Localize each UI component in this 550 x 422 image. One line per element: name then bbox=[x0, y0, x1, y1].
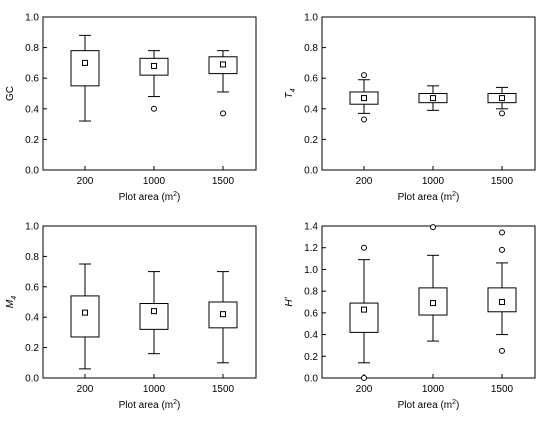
x-tick-label: 1500 bbox=[212, 384, 235, 395]
x-tick-label: 1000 bbox=[422, 176, 445, 187]
y-tick-label: 0.0 bbox=[304, 166, 318, 177]
x-tick-label: 1000 bbox=[422, 384, 445, 395]
mean-marker bbox=[220, 61, 226, 68]
y-tick-label: 0.6 bbox=[304, 74, 318, 85]
y-tick-label: 0.8 bbox=[25, 43, 39, 54]
x-axis-label-main: Plot area (m bbox=[398, 192, 452, 203]
y-tick-label: 1.0 bbox=[25, 13, 39, 24]
outlier-point bbox=[499, 347, 505, 354]
mean-marker bbox=[151, 308, 157, 315]
y-tick-label: 0.4 bbox=[304, 330, 318, 341]
mean-marker bbox=[151, 62, 157, 69]
x-tick-label: 200 bbox=[356, 176, 373, 187]
outlier-point bbox=[499, 246, 505, 253]
outlier-point bbox=[361, 375, 367, 381]
mean-marker bbox=[361, 95, 367, 102]
x-tick-label: 1500 bbox=[491, 176, 514, 187]
outlier-point bbox=[361, 244, 367, 251]
y-tick-label: 1.0 bbox=[304, 13, 318, 24]
x-tick-label: 200 bbox=[77, 176, 94, 187]
y-tick-label: 0.4 bbox=[25, 313, 39, 324]
mean-marker bbox=[82, 59, 88, 66]
outlier-point bbox=[499, 110, 505, 117]
y-axis-label-main: M bbox=[5, 299, 16, 308]
box-200 bbox=[70, 50, 100, 87]
x-axis-label-sup: 2 bbox=[173, 191, 177, 198]
plot-frame bbox=[42, 16, 257, 171]
x-tick-label: 1000 bbox=[143, 384, 166, 395]
mean-marker bbox=[499, 299, 505, 305]
y-tick-label: 0.2 bbox=[25, 343, 39, 354]
x-axis-label-main: Plot area (m bbox=[119, 400, 173, 411]
y-tick-label: 0.0 bbox=[25, 374, 39, 385]
x-tick-label: 1500 bbox=[212, 176, 235, 187]
x-axis-label: Plot area (m2) bbox=[119, 399, 181, 411]
y-axis-label-sub: 4 bbox=[11, 296, 18, 300]
y-tick-label: 0.0 bbox=[25, 166, 39, 177]
x-tick-label: 1000 bbox=[143, 176, 166, 187]
y-tick-label: 0.4 bbox=[25, 104, 39, 115]
x-tick-label: 200 bbox=[77, 384, 94, 395]
outlier-point bbox=[151, 105, 157, 112]
y-tick-label: 1.4 bbox=[304, 222, 318, 233]
outlier-point bbox=[220, 110, 226, 117]
y-axis-label-sub: 4 bbox=[290, 88, 297, 92]
mean-marker bbox=[499, 95, 505, 102]
x-axis-label: Plot area (m2) bbox=[119, 191, 181, 203]
y-tick-label: 0.6 bbox=[25, 282, 39, 293]
mean-marker bbox=[430, 95, 436, 102]
y-tick-label: 0.2 bbox=[25, 135, 39, 146]
y-axis-label-main: H' bbox=[284, 296, 295, 306]
y-tick-label: 0.8 bbox=[25, 252, 39, 263]
y-axis-label-main: T bbox=[284, 92, 295, 99]
chart-panel-2: 0.0 0.2 0.4 0.6 0.8 1.0 200 1000 1500 Plot area (… bbox=[284, 13, 536, 203]
y-tick-label: 1.0 bbox=[25, 222, 39, 233]
box-1000 bbox=[139, 303, 169, 330]
y-axis-label: H' bbox=[284, 296, 295, 306]
mean-marker bbox=[82, 309, 88, 316]
y-tick-label: 0.2 bbox=[304, 135, 318, 146]
y-axis-label: M4 bbox=[5, 296, 18, 308]
box-200 bbox=[70, 295, 100, 338]
mean-marker bbox=[361, 306, 367, 313]
y-tick-label: 0.6 bbox=[25, 74, 39, 85]
outlier-point bbox=[430, 224, 436, 231]
y-tick-label: 0.0 bbox=[304, 374, 318, 385]
y-tick-label: 1.0 bbox=[304, 265, 318, 276]
y-tick-label: 1.2 bbox=[304, 243, 318, 254]
x-axis-label-main: Plot area (m bbox=[119, 192, 173, 203]
outlier-point bbox=[361, 72, 367, 79]
outlier-point bbox=[499, 229, 505, 236]
x-axis-label: Plot area (m2) bbox=[398, 399, 460, 411]
chart-panel-3: 0.0 0.2 0.4 0.6 0.8 1.0 200 1000 1500 Plot area (… bbox=[5, 222, 257, 411]
y-tick-label: 0.2 bbox=[304, 352, 318, 363]
x-tick-label: 200 bbox=[356, 384, 373, 395]
x-axis-label-sup: 2 bbox=[173, 399, 177, 406]
y-axis-label: T4 bbox=[284, 88, 297, 98]
x-axis-label-main: Plot area (m bbox=[398, 400, 452, 411]
y-tick-label: 0.8 bbox=[304, 287, 318, 298]
x-axis-label-tail: ) bbox=[177, 400, 180, 411]
y-axis-label-main: GC bbox=[5, 86, 16, 101]
x-axis-label-sup: 2 bbox=[452, 399, 456, 406]
y-axis-label: GC bbox=[5, 86, 16, 101]
y-tick-label: 0.4 bbox=[304, 104, 318, 115]
x-tick-label: 1500 bbox=[491, 384, 514, 395]
y-tick-label: 0.6 bbox=[304, 308, 318, 319]
x-axis-label-sup: 2 bbox=[452, 191, 456, 198]
y-tick-label: 0.8 bbox=[304, 43, 318, 54]
x-axis-label-tail: ) bbox=[456, 192, 459, 203]
x-axis-label: Plot area (m2) bbox=[398, 191, 460, 203]
outlier-point bbox=[361, 116, 367, 123]
mean-marker bbox=[220, 311, 226, 318]
chart-panel-1: 0.0 0.2 0.4 0.6 0.8 1.0 200 1000 1500 Plot area (… bbox=[5, 13, 257, 203]
x-axis-label-tail: ) bbox=[177, 192, 180, 203]
chart-panel-4: 0.0 0.2 0.4 0.6 0.8 1.0 1.2 1.4 200 1000 1500 Plot … bbox=[284, 222, 536, 411]
x-axis-label-tail: ) bbox=[456, 400, 459, 411]
mean-marker bbox=[430, 300, 436, 307]
